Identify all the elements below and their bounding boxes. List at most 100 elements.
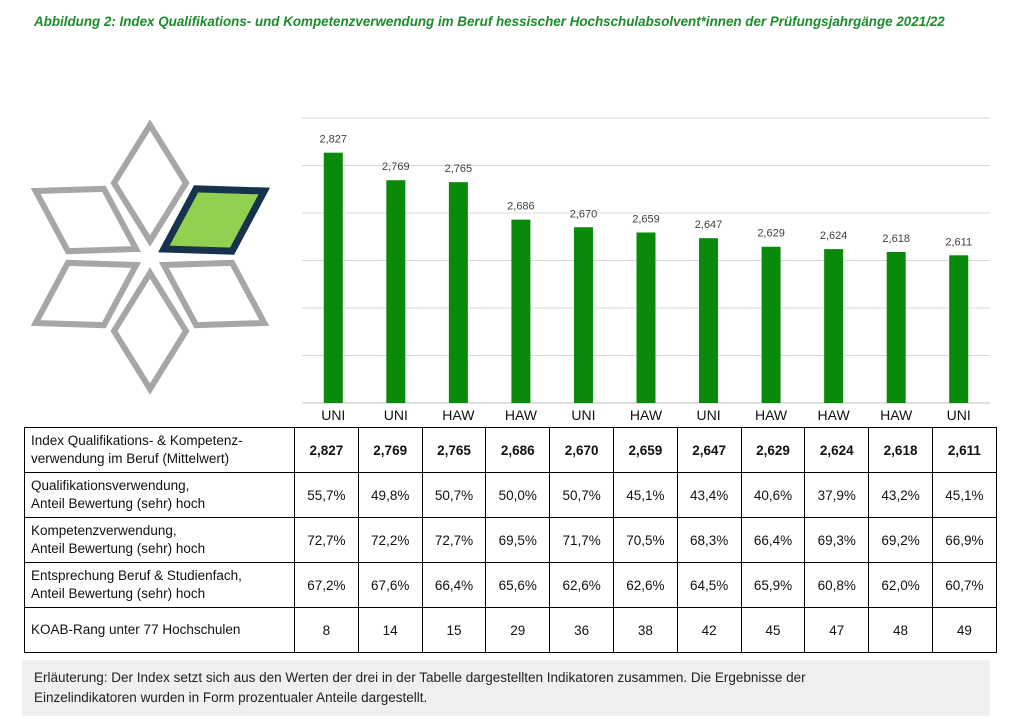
bar: [511, 219, 531, 403]
logo-diamond: [110, 267, 190, 395]
table-cell: 43,4%: [676, 472, 742, 518]
table-cell: 68,3%: [676, 517, 742, 563]
row-label: Qualifikationsverwendung, Anteil Bewertun…: [24, 472, 295, 518]
table-cell: 62,6%: [612, 562, 678, 608]
bar: [886, 251, 906, 403]
bar: [386, 180, 406, 403]
bar: [949, 255, 969, 403]
logo-diamond: [158, 259, 270, 329]
table-cell: 42: [676, 607, 742, 653]
table-cell: 66,4%: [421, 562, 487, 608]
table-cell: 45: [740, 607, 806, 653]
bar: [573, 227, 593, 403]
table-cell: 29: [485, 607, 551, 653]
category-label: HAW: [880, 407, 913, 423]
bar-value-label: 2,765: [445, 163, 473, 175]
explanation-line-1: Erläuterung: Der Index setzt sich aus de…: [34, 670, 806, 685]
table-cell: 2,647: [676, 427, 742, 473]
table-cell: 65,6%: [485, 562, 551, 608]
table-cell: 38: [612, 607, 678, 653]
data-table: Index Qualifikations- & Kompetenz-verwen…: [24, 427, 997, 653]
row-label: Entsprechung Beruf & Studienfach, Anteil …: [24, 562, 295, 608]
bar: [699, 238, 719, 403]
table-cell: 2,611: [931, 427, 997, 473]
bar-value-label: 2,827: [320, 134, 348, 146]
logo-diamond: [30, 185, 142, 255]
category-label: UNI: [571, 407, 595, 423]
row-label-line: Entsprechung Beruf & Studienfach,: [31, 568, 242, 583]
bar-value-label: 2,624: [820, 230, 848, 242]
star-logo-icon: [30, 120, 271, 395]
table-cell: 36: [549, 607, 614, 653]
table-cell: 15: [421, 607, 487, 653]
table-cell: 72,7%: [294, 517, 359, 563]
table-cell: 66,4%: [740, 517, 806, 563]
row-label-line: Index Qualifikations- & Kompetenz-: [31, 433, 243, 448]
bar-value-label: 2,686: [507, 201, 535, 213]
explanation-note: Erläuterung: Der Index setzt sich aus de…: [22, 660, 990, 716]
table-cell: 67,6%: [357, 562, 423, 608]
table-cell: 49: [931, 607, 997, 653]
bar-value-label: 2,670: [570, 208, 598, 220]
table-cell: 50,7%: [421, 472, 487, 518]
logo-diamond: [110, 120, 190, 247]
table-cell: 55,7%: [294, 472, 359, 518]
table-cell: 71,7%: [549, 517, 614, 563]
table-cell: 69,3%: [804, 517, 870, 563]
table-cell: 67,2%: [294, 562, 359, 608]
table-row: KOAB-Rang unter 77 Hochschulen 8 14 15 29 36 3…: [24, 607, 997, 653]
logo-highlight-diamond: [158, 185, 271, 255]
table-cell: 47: [804, 607, 870, 653]
row-label-line: Qualifikationsverwendung,: [31, 478, 190, 493]
bar: [824, 249, 844, 403]
table-cell: 8: [294, 607, 359, 653]
row-label-line: verwendung im Beruf (Mittelwert): [31, 451, 230, 466]
table-cell: 2,659: [612, 427, 678, 473]
table-cell: 43,2%: [868, 472, 933, 518]
row-label: Kompetenzverwendung, Anteil Bewertung (se…: [24, 517, 295, 563]
category-label: HAW: [505, 407, 538, 423]
figure-title: Abbildung 2: Index Qualifikations- und K…: [34, 14, 945, 29]
bar-value-label: 2,618: [882, 233, 910, 245]
table-cell: 40,6%: [740, 472, 806, 518]
table-cell: 64,5%: [676, 562, 742, 608]
table-row: Qualifikationsverwendung, Anteil Bewertun…: [24, 472, 997, 518]
table-cell: 14: [357, 607, 423, 653]
category-label: HAW: [755, 407, 788, 423]
table-cell: 49,8%: [357, 472, 423, 518]
table-cell: 60,7%: [931, 562, 997, 608]
table-cell: 2,765: [421, 427, 487, 473]
category-label: HAW: [442, 407, 475, 423]
table-cell: 62,0%: [868, 562, 933, 608]
table-cell: 72,2%: [357, 517, 423, 563]
table-cell: 2,827: [294, 427, 359, 473]
table-cell: 72,7%: [421, 517, 487, 563]
row-label-line: Anteil Bewertung (sehr) hoch: [31, 496, 206, 511]
category-label: HAW: [818, 407, 851, 423]
table-row: Index Qualifikations- & Kompetenz-verwen…: [24, 427, 997, 473]
bar-value-label: 2,647: [695, 219, 723, 231]
category-label: UNI: [321, 407, 345, 423]
category-label: UNI: [384, 407, 408, 423]
row-label-line: KOAB-Rang unter 77 Hochschulen: [31, 622, 241, 637]
bar: [323, 152, 343, 403]
table-cell: 65,9%: [740, 562, 806, 608]
table-cell: 45,1%: [612, 472, 678, 518]
table-cell: 69,5%: [485, 517, 551, 563]
logo-diamond: [30, 259, 142, 329]
table-cell: 60,8%: [804, 562, 870, 608]
table-cell: 70,5%: [612, 517, 678, 563]
table-cell: 2,629: [740, 427, 806, 473]
bar-value-label: 2,629: [757, 228, 785, 240]
table-cell: 62,6%: [549, 562, 614, 608]
table-cell: 50,0%: [485, 472, 551, 518]
category-label: HAW: [630, 407, 663, 423]
bar-value-label: 2,659: [632, 213, 660, 225]
bar: [636, 232, 656, 403]
table-cell: 66,9%: [931, 517, 997, 563]
row-label-line: Kompetenzverwendung,: [31, 523, 177, 538]
table-row: Entsprechung Beruf & Studienfach, Anteil …: [24, 562, 997, 608]
category-label: UNI: [947, 407, 971, 423]
bar: [761, 246, 781, 403]
table-cell: 2,686: [485, 427, 551, 473]
